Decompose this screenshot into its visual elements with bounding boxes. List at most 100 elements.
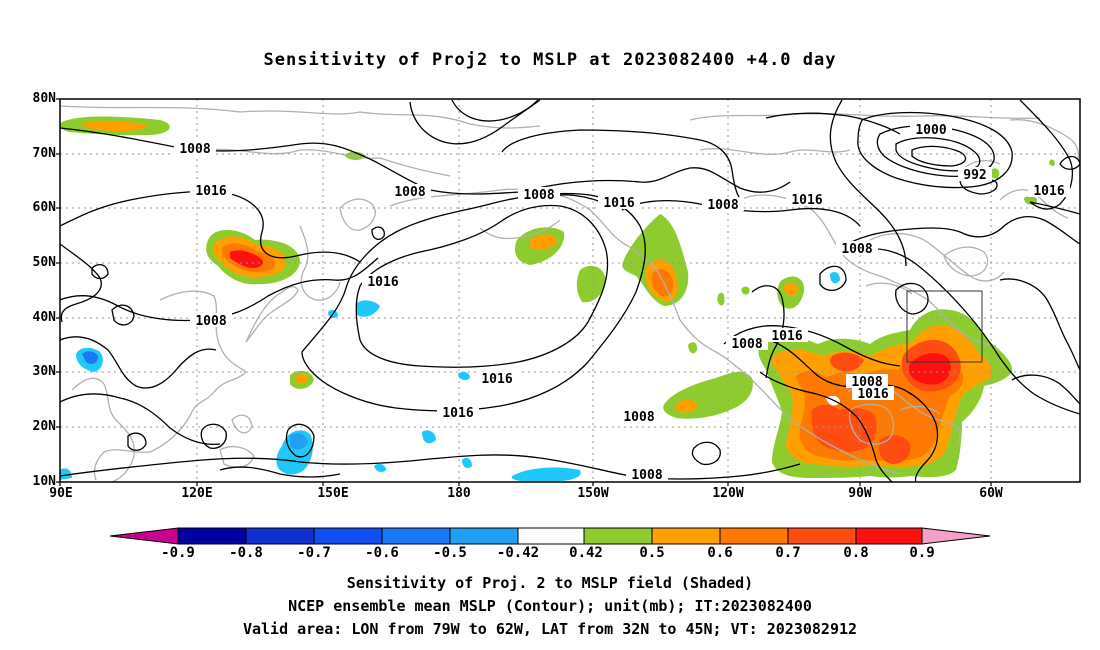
contour-line	[895, 137, 981, 172]
positive-area	[530, 234, 558, 250]
coastline	[689, 112, 1041, 121]
contour-label: 1016	[367, 275, 398, 290]
contour-label-bg	[766, 328, 808, 342]
lon-label-180: 180	[447, 486, 471, 501]
positive-area	[651, 269, 674, 297]
caption-line-3: Valid area: LON from 79W to 62W, LAT fro…	[242, 620, 858, 638]
contour-label: 1008	[851, 375, 882, 390]
colorbar-swatch	[245, 527, 315, 545]
positive-area	[576, 265, 606, 303]
negative-area	[830, 272, 840, 284]
positive-area	[741, 286, 750, 295]
colorbar-label: 0.5	[639, 545, 665, 561]
colorbar-swatch	[651, 527, 721, 545]
contour-line	[60, 190, 361, 263]
contour-line	[60, 336, 217, 389]
contour-line	[60, 127, 521, 195]
colorbar-swatch	[381, 527, 451, 545]
coastline	[879, 275, 997, 347]
coastline	[479, 219, 561, 240]
contour-label-bg	[437, 405, 479, 419]
positive-area	[878, 435, 911, 464]
contour-label-bg	[958, 167, 992, 181]
contour-label: 1008	[179, 142, 210, 157]
contour-label-bg	[1028, 183, 1070, 197]
colorbar-label: 0.42	[569, 545, 603, 561]
colorbar-label: 0.6	[707, 545, 733, 561]
lat-label-20n: 20N	[32, 419, 56, 434]
negative-area	[511, 467, 581, 482]
coastline	[699, 148, 851, 155]
contour-line	[60, 243, 102, 323]
coastline	[1009, 119, 1080, 161]
contour-line	[451, 99, 539, 122]
coastline	[739, 194, 881, 277]
contour-line	[1011, 374, 1080, 405]
positive-area	[296, 373, 308, 384]
contour-labels: 1008 1016 1008 1008 1016 1008 1016 1000 …	[174, 122, 1070, 482]
contour-label: 1008	[731, 337, 762, 352]
positive-area	[717, 292, 725, 306]
negative-area	[356, 300, 380, 317]
colorbar-label: -0.8	[229, 545, 263, 561]
contour-line	[1059, 155, 1080, 170]
caption-line-2: NCEP ensemble mean MSLP (Contour); unit(…	[288, 597, 812, 615]
positive-area	[1049, 159, 1055, 166]
contour-label-bg	[702, 197, 744, 211]
coastline	[943, 246, 989, 277]
lat-label-70n: 70N	[32, 146, 56, 161]
positive-area	[676, 399, 698, 413]
contour-line	[60, 454, 801, 480]
lon-label-150w: 150W	[577, 486, 609, 501]
contour-label: 1016	[603, 196, 634, 211]
coastline	[60, 105, 541, 129]
negative-area	[82, 351, 98, 364]
lon-label-150e: 150E	[317, 486, 349, 501]
contour-line	[501, 129, 745, 205]
coastline	[339, 198, 376, 231]
contour-label-bg	[726, 336, 768, 350]
coastline	[231, 414, 253, 434]
positive-area	[784, 282, 799, 296]
colorbar-swatch	[313, 527, 383, 545]
colorbar-over-triangle	[921, 527, 991, 545]
contour-line	[519, 167, 791, 193]
contour-label-bg	[476, 371, 518, 385]
lon-label-120e: 120E	[181, 486, 213, 501]
colorbar-label: 0.7	[775, 545, 801, 561]
positive-area	[908, 353, 951, 385]
colorbar-label: 0.9	[909, 545, 935, 561]
contour-line	[1019, 99, 1074, 210]
contour-line	[723, 325, 901, 367]
lat-label-40n: 40N	[32, 310, 56, 325]
positive-area	[80, 120, 147, 131]
contour-label: 1016	[442, 406, 473, 421]
contour-label: 1016	[791, 193, 822, 208]
contour-line	[1029, 201, 1080, 215]
contour-label: 1008	[195, 314, 226, 329]
axis-ticks	[56, 98, 992, 486]
contour-line	[691, 441, 721, 466]
valid-area-box	[906, 290, 983, 363]
coastline	[848, 403, 895, 445]
contour-label-bg	[836, 241, 878, 255]
contour-label-bg	[618, 409, 660, 423]
colorbar-label: -0.5	[433, 545, 467, 561]
map-frame	[59, 98, 1081, 483]
lon-label-60w: 60W	[979, 486, 1003, 501]
coastline	[245, 286, 299, 343]
contour-label-bg	[786, 192, 828, 206]
contour-line	[301, 192, 646, 412]
contour-label: 1008	[623, 410, 654, 425]
contour-line	[219, 466, 341, 478]
contour-line	[111, 304, 135, 326]
contour-line	[999, 278, 1080, 371]
contour-line	[819, 265, 847, 291]
colorbar-under-triangle	[109, 527, 179, 545]
colorbar-swatch	[855, 527, 923, 545]
positive-area	[989, 168, 1000, 179]
lon-label-90w: 90W	[848, 486, 872, 501]
contour-label-bg	[190, 313, 232, 327]
contour-line	[895, 282, 929, 315]
coastline	[389, 188, 661, 277]
